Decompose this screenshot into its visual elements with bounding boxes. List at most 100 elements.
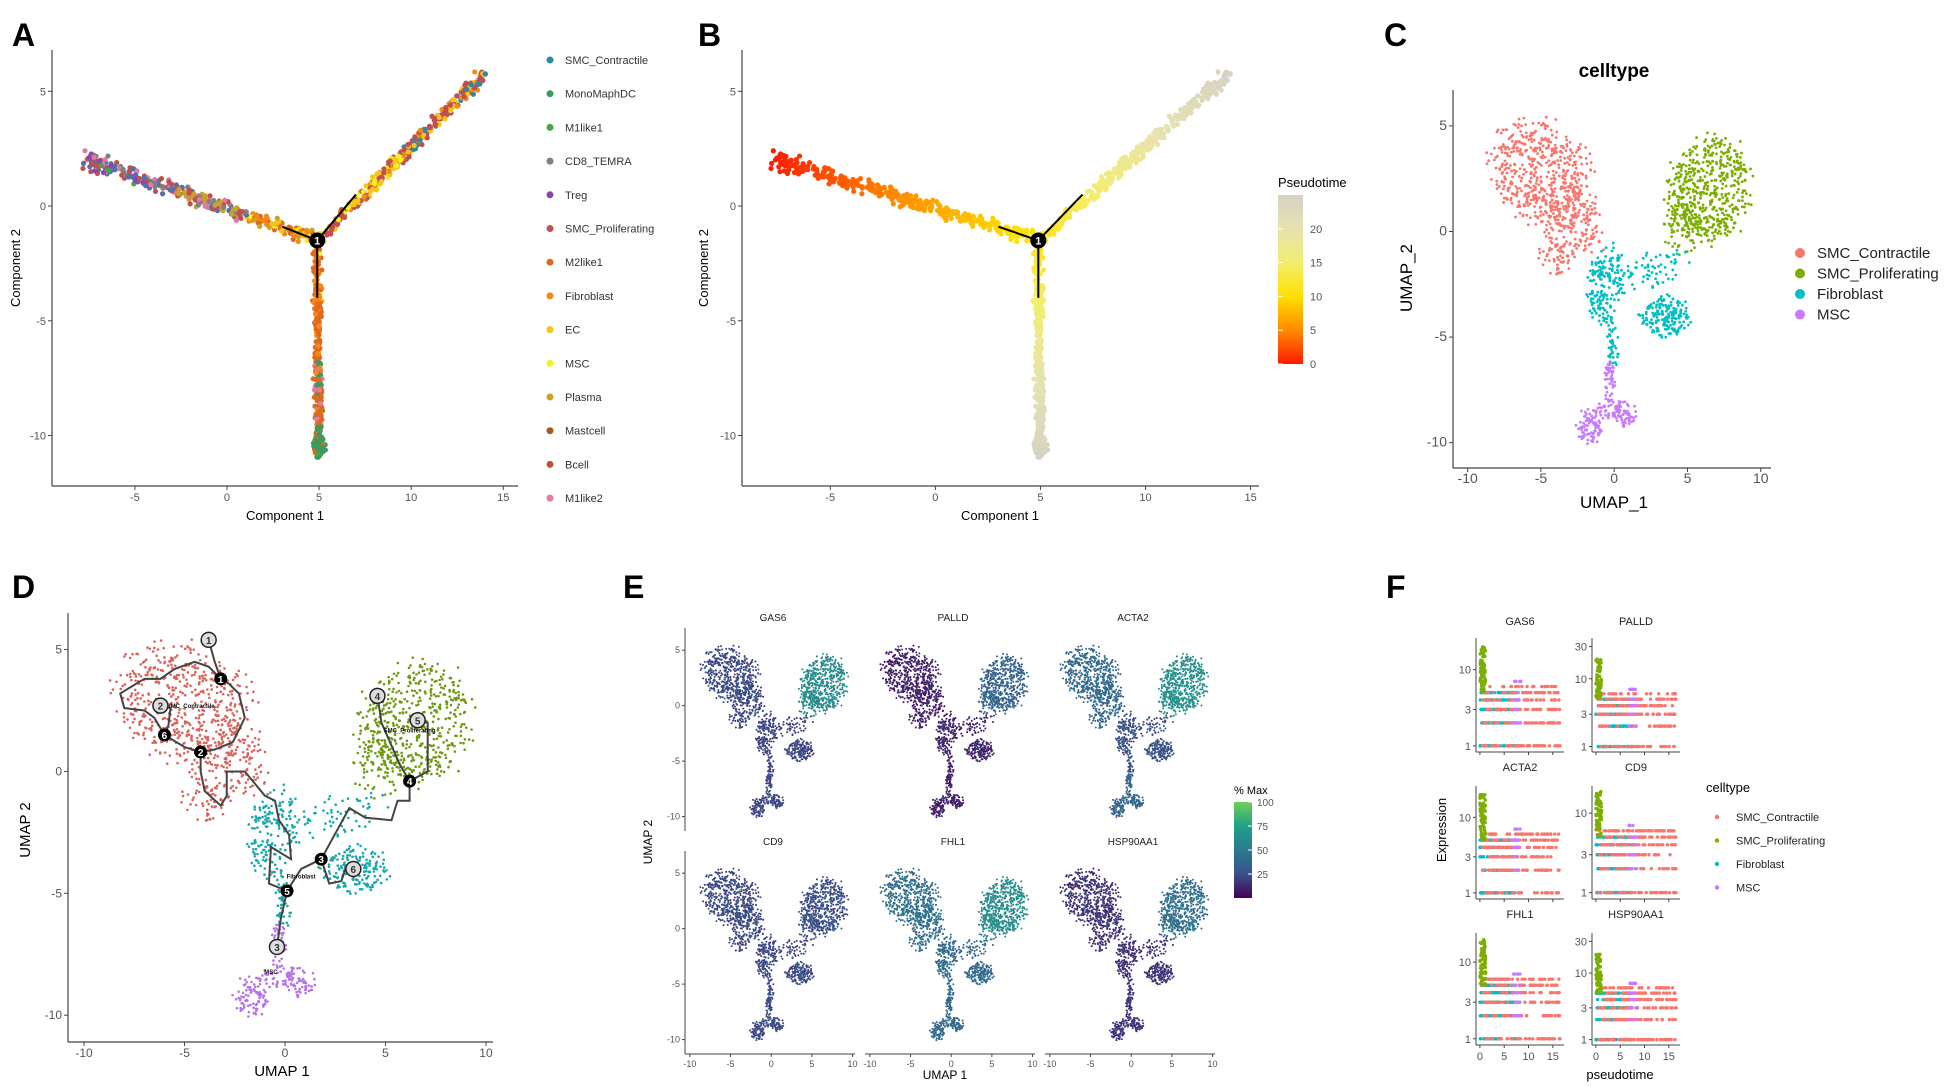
cell-point xyxy=(1591,306,1595,310)
cell-point xyxy=(1547,170,1550,174)
cell-point xyxy=(826,181,832,187)
cell-point xyxy=(1737,199,1740,202)
cell-point xyxy=(215,691,219,695)
cell-point xyxy=(1641,316,1645,320)
cell-point xyxy=(1551,208,1554,211)
cell-point xyxy=(1044,442,1051,448)
cell-point xyxy=(1616,259,1620,263)
cell-point xyxy=(1607,324,1611,327)
cell-point xyxy=(1642,319,1646,323)
cell-point xyxy=(1554,118,1558,121)
cell-point xyxy=(1717,229,1721,233)
cell-point xyxy=(1667,241,1671,245)
cell-point xyxy=(190,638,194,641)
cell-point xyxy=(1662,198,1666,201)
cell-point xyxy=(1651,321,1655,325)
cell-point xyxy=(231,678,235,682)
cell-point xyxy=(222,765,225,769)
cell-point xyxy=(1671,245,1675,248)
cell-point xyxy=(1498,168,1502,171)
cell-point xyxy=(1609,305,1612,309)
cell-point xyxy=(1529,165,1533,168)
cell-point xyxy=(115,680,118,684)
cell-point xyxy=(1669,161,1672,164)
cell-point xyxy=(250,756,254,760)
cell-point xyxy=(186,187,193,193)
cell-point xyxy=(1675,332,1679,336)
cell-point xyxy=(1569,182,1573,185)
cell-point xyxy=(1550,188,1554,192)
cell-point xyxy=(1615,404,1619,408)
cell-point xyxy=(350,202,356,208)
cell-point xyxy=(1591,228,1594,232)
legend-swatch xyxy=(546,56,554,64)
cell-point xyxy=(1565,240,1568,244)
cell-point xyxy=(1541,213,1545,216)
cell-point xyxy=(153,735,156,739)
cell-point xyxy=(1687,231,1691,235)
cell-point xyxy=(1566,255,1570,258)
cell-point xyxy=(393,162,400,169)
points xyxy=(80,69,488,460)
cell-point xyxy=(1529,198,1533,202)
cell-point xyxy=(181,725,184,728)
cell-point xyxy=(1511,175,1514,179)
cell-point xyxy=(143,183,149,189)
cell-point xyxy=(1547,144,1551,147)
cell-point xyxy=(1682,211,1686,215)
cell-point xyxy=(183,647,187,651)
cell-point xyxy=(1568,140,1572,144)
cell-point xyxy=(223,757,227,761)
cell-point xyxy=(1485,162,1489,166)
cell-point xyxy=(148,668,151,672)
cell-point xyxy=(186,808,189,812)
cell-point xyxy=(147,692,150,695)
cell-point xyxy=(1701,206,1705,210)
cell-point xyxy=(1677,171,1681,175)
cell-point xyxy=(1699,176,1702,179)
cell-point xyxy=(1693,183,1697,186)
cell-point xyxy=(1698,222,1702,226)
cell-point xyxy=(1714,137,1718,140)
cell-point xyxy=(1572,208,1576,212)
cell-point xyxy=(176,695,180,699)
cell-point xyxy=(188,770,191,774)
x-tick-label: -5 xyxy=(179,1046,190,1060)
cell-point xyxy=(1694,213,1698,217)
cell-point xyxy=(1649,258,1653,262)
trajectory-line xyxy=(316,193,357,242)
cell-point xyxy=(359,732,362,735)
cell-point xyxy=(1658,333,1662,337)
cell-point xyxy=(1517,200,1521,204)
cell-point xyxy=(180,716,184,719)
cell-point xyxy=(1514,215,1517,219)
cell-point xyxy=(185,734,189,738)
cell-point xyxy=(1574,423,1578,427)
cell-point xyxy=(131,669,135,673)
cell-point xyxy=(1512,122,1516,126)
cell-point xyxy=(1608,275,1612,279)
cell-point xyxy=(169,181,175,188)
y-tick-label: 0 xyxy=(40,201,46,213)
cell-point xyxy=(194,803,198,807)
cell-point xyxy=(129,694,133,697)
legend-swatch xyxy=(546,191,554,199)
cell-point xyxy=(1560,249,1564,253)
cell-point xyxy=(836,179,843,185)
cell-point xyxy=(1584,232,1588,236)
cell-point xyxy=(1611,339,1614,343)
cell-point xyxy=(369,174,376,180)
cell-point xyxy=(1597,402,1601,406)
cell-point xyxy=(134,168,140,174)
cell-point xyxy=(1701,203,1705,207)
cell-point xyxy=(197,777,201,781)
cell-point xyxy=(131,736,135,740)
cell-point xyxy=(1556,248,1560,252)
cell-point xyxy=(1705,171,1709,174)
cell-point xyxy=(1663,265,1667,269)
cell-point xyxy=(222,734,226,738)
x-tick-label: -10 xyxy=(1458,470,1478,486)
cell-point xyxy=(1552,180,1556,184)
cell-point xyxy=(1721,202,1725,205)
